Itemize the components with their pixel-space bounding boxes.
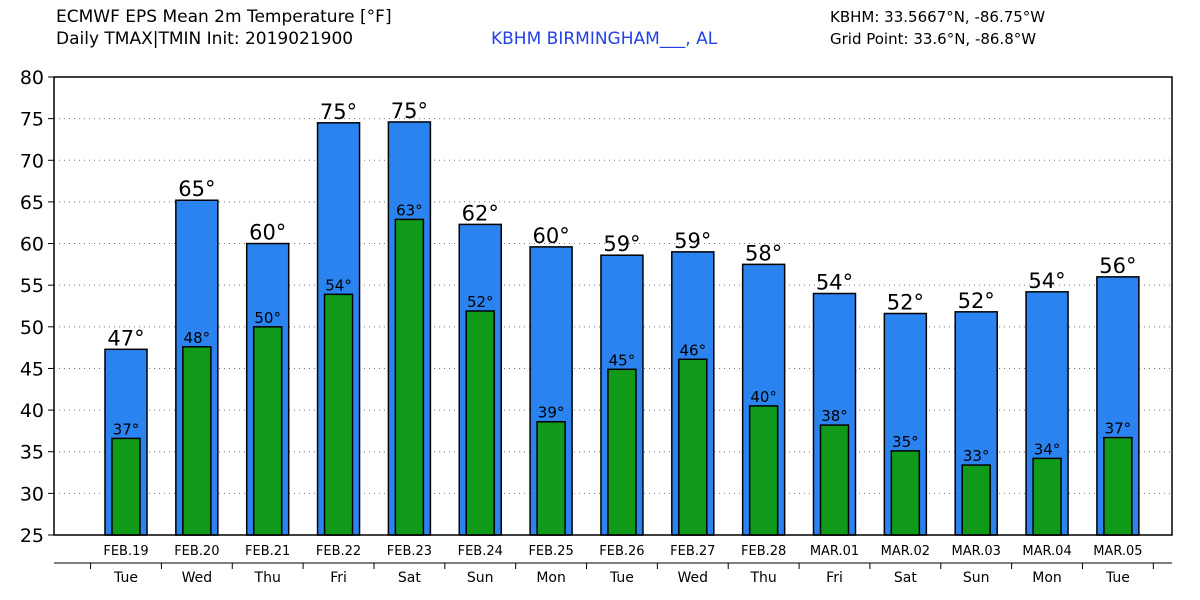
weekday-label: Mon — [536, 570, 566, 586]
x-tick-label: FEB.26 — [599, 544, 644, 559]
tmin-label: 48° — [184, 329, 211, 347]
tmin-bar — [607, 368, 637, 536]
x-tick-label: MAR.01 — [810, 544, 859, 559]
x-tick-label: FEB.24 — [458, 544, 503, 559]
grid-point: Grid Point: 33.6°N, -86.8°W — [830, 30, 1037, 48]
weekday-label: Sun — [467, 570, 494, 586]
tmax-label: 54° — [816, 271, 853, 295]
tmin-label: 37° — [1105, 420, 1132, 438]
tmax-label: 56° — [1099, 254, 1136, 278]
tmin-label: 33° — [963, 447, 990, 465]
tmin-bar — [819, 424, 850, 536]
y-tick-label: 65 — [20, 192, 44, 214]
tmin-bar — [465, 310, 495, 536]
tmin-label: 46° — [680, 341, 707, 359]
tmin-bar — [394, 218, 425, 536]
tmin-bar — [182, 346, 212, 536]
tmin-label: 35° — [892, 433, 919, 451]
chart-subtitle: Daily TMAX|TMIN Init: 2019021900 — [56, 29, 354, 49]
tmax-label: 59° — [603, 232, 640, 256]
x-tick-label: MAR.02 — [881, 544, 930, 559]
x-tick-label: MAR.03 — [952, 544, 1001, 559]
tmax-label: 54° — [1028, 269, 1065, 293]
tmin-bar — [323, 293, 354, 536]
tmin-label: 50° — [254, 309, 281, 327]
y-tick-label: 55 — [20, 275, 44, 297]
station-coordinates: KBHM: 33.5667°N, -86.75°W — [830, 8, 1046, 26]
tmin-label: 34° — [1034, 440, 1061, 458]
y-tick-label: 45 — [20, 358, 44, 380]
weekday-label: Tue — [113, 570, 138, 586]
y-tick-label: 35 — [20, 442, 44, 464]
x-tick-label: FEB.22 — [316, 544, 361, 559]
weekday-label: Tue — [1105, 570, 1130, 586]
weekday-label: Sat — [398, 570, 421, 586]
tmin-bar — [111, 437, 141, 536]
x-tick-label: FEB.27 — [670, 544, 715, 559]
y-tick-label: 80 — [20, 67, 44, 89]
y-tick-label: 70 — [20, 150, 44, 172]
weekday-label: Fri — [826, 570, 843, 586]
tmin-bar — [252, 326, 283, 536]
tmin-bar — [678, 358, 708, 536]
tmax-label: 60° — [532, 224, 569, 248]
x-tick-label: FEB.19 — [103, 544, 148, 559]
tmax-label: 75° — [320, 100, 357, 124]
y-tick-label: 25 — [20, 525, 44, 547]
x-tick-label: FEB.20 — [174, 544, 219, 559]
tmax-label: 62° — [462, 201, 499, 225]
x-tick-label: FEB.28 — [741, 544, 786, 559]
tmin-bar — [1032, 457, 1062, 536]
tmax-label: 60° — [249, 221, 286, 245]
tmax-label: 47° — [107, 326, 144, 350]
tmin-label: 39° — [538, 404, 565, 422]
tmin-bar — [961, 464, 991, 536]
weekday-label: Sat — [894, 570, 917, 586]
tmax-label: 75° — [391, 99, 428, 123]
y-tick-label: 40 — [20, 400, 44, 422]
plot-frame — [53, 76, 1173, 536]
station-name: KBHM BIRMINGHAM___, AL — [491, 29, 718, 49]
tmin-bar — [1103, 436, 1133, 536]
tmin-label: 38° — [821, 407, 848, 425]
y-tick-label: 50 — [20, 317, 44, 339]
tmax-label: 58° — [745, 241, 782, 265]
tmax-label: 52° — [887, 290, 924, 314]
x-tick-label: FEB.21 — [245, 544, 290, 559]
y-tick-label: 75 — [20, 109, 44, 131]
tmax-label: 65° — [178, 177, 215, 201]
weekday-label: Mon — [1032, 570, 1062, 586]
x-tick-label: MAR.05 — [1093, 544, 1142, 559]
tmin-label: 54° — [325, 276, 352, 294]
weekday-label: Sun — [963, 570, 990, 586]
weekday-label: Tue — [609, 570, 634, 586]
weekday-label: Fri — [330, 570, 347, 586]
tmin-label: 45° — [609, 351, 636, 369]
weekday-label: Wed — [182, 570, 213, 586]
tmin-bar — [890, 450, 921, 536]
tmin-bar — [536, 420, 566, 536]
tmin-label: 40° — [750, 388, 777, 406]
tmin-label: 37° — [113, 420, 140, 438]
x-tick-label: FEB.25 — [528, 544, 573, 559]
x-tick-label: FEB.23 — [387, 544, 432, 559]
weekday-label: Thu — [749, 570, 776, 586]
y-tick-label: 30 — [20, 483, 44, 505]
tmin-bar — [748, 405, 779, 536]
tmin-label: 52° — [467, 293, 494, 311]
tmax-label: 52° — [958, 289, 995, 313]
weekday-label: Wed — [678, 570, 709, 586]
chart-title: ECMWF EPS Mean 2m Temperature [°F] — [56, 7, 392, 27]
x-tick-label: MAR.04 — [1022, 544, 1071, 559]
y-tick-label: 60 — [20, 234, 44, 256]
tmin-label: 63° — [396, 201, 423, 219]
weekday-label: Thu — [254, 570, 281, 586]
tmax-label: 59° — [674, 229, 711, 253]
